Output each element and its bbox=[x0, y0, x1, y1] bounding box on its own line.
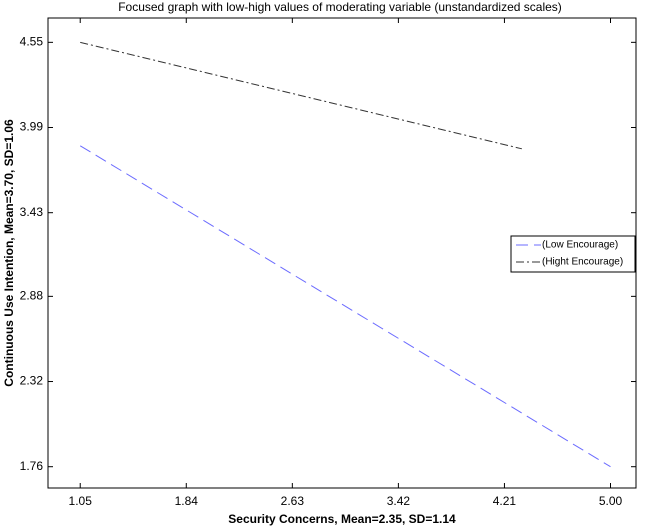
y-tick-label: 2.32 bbox=[20, 374, 44, 388]
y-tick-label: 3.43 bbox=[20, 205, 44, 219]
plot-frame bbox=[47, 17, 637, 489]
x-tick-label: 4.21 bbox=[493, 494, 517, 508]
legend-box bbox=[510, 235, 636, 273]
y-tick-label: 2.88 bbox=[20, 289, 44, 303]
x-tick-label: 1.84 bbox=[175, 494, 199, 508]
x-tick-label: 1.05 bbox=[69, 494, 93, 508]
y-tick-label: 3.99 bbox=[20, 120, 44, 134]
x-tick-label: 2.63 bbox=[281, 494, 305, 508]
series-line bbox=[80, 41, 523, 150]
x-tick-label: 5.00 bbox=[599, 494, 623, 508]
y-tick-label: 4.55 bbox=[20, 35, 44, 49]
y-tick-label: 1.76 bbox=[20, 459, 44, 473]
y-axis-label: Continuous Use Intention, Mean=3.70, SD=… bbox=[2, 119, 16, 387]
legend-label: (Hight Encourage) bbox=[542, 257, 623, 268]
chart-title: Focused graph with low-high values of mo… bbox=[118, 0, 562, 14]
legend: (Low Encourage) (Hight Encourage) bbox=[510, 235, 636, 273]
x-axis-label: Security Concerns, Mean=2.35, SD=1.14 bbox=[228, 512, 456, 526]
legend-label: (Low Encourage) bbox=[542, 240, 618, 251]
x-tick-label: 3.42 bbox=[387, 494, 411, 508]
series-line bbox=[79, 145, 611, 468]
